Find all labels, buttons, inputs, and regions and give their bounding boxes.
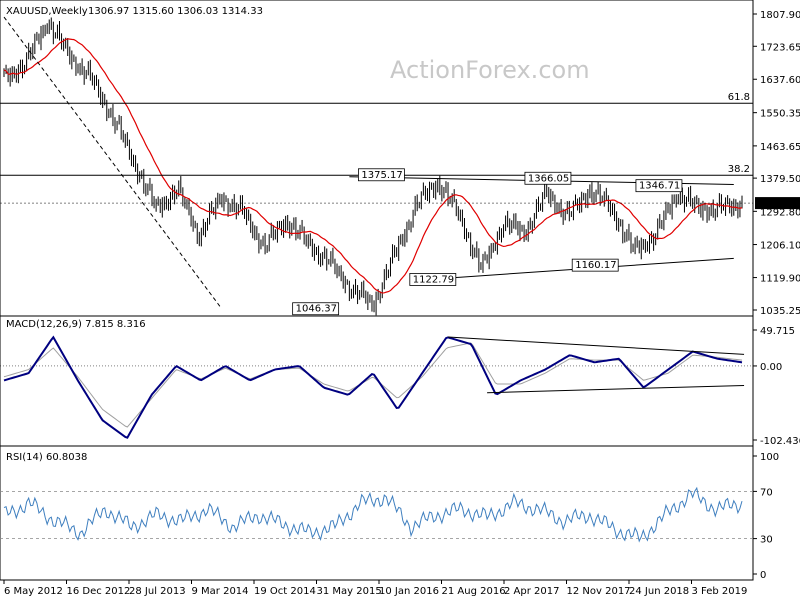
macd-title: MACD(12,26,9) 7.815 8.316 bbox=[6, 319, 146, 330]
price-axis-label: 1463.65 bbox=[760, 142, 800, 153]
rsi-axis-label: 0 bbox=[760, 570, 766, 581]
fib-level-label: 61.8 bbox=[728, 92, 750, 103]
sma-line bbox=[3, 38, 743, 294]
ohlc-label: 1306.97 1315.60 1306.03 1314.33 bbox=[88, 6, 263, 17]
downtrend-dashed-line bbox=[3, 16, 221, 307]
x-axis-label: 2 Apr 2017 bbox=[504, 586, 559, 597]
annotation-label: 1122.79 bbox=[413, 274, 454, 285]
current-price-tag-label: 1314.33 bbox=[758, 199, 799, 210]
macd-lower-trendline bbox=[487, 384, 745, 394]
x-axis-label: 6 May 2012 bbox=[4, 586, 63, 597]
rsi-axis-label: 30 bbox=[760, 535, 773, 546]
price-axis-label: 1807.90 bbox=[760, 10, 800, 21]
x-axis-label: 16 Dec 2012 bbox=[67, 586, 131, 597]
annotation-label: 1160.17 bbox=[575, 260, 616, 271]
price-axis-label: 1379.50 bbox=[760, 174, 800, 185]
price-axis-label: 1035.25 bbox=[760, 306, 800, 317]
price-axis-label: 1637.60 bbox=[760, 75, 800, 86]
fib-level-label: 38.2 bbox=[728, 164, 750, 175]
macd-upper-trendline bbox=[448, 336, 745, 355]
rsi-panel-frame bbox=[0, 445, 754, 581]
macd-series-layer bbox=[0, 335, 753, 439]
annotation-label: 1366.05 bbox=[528, 173, 569, 184]
x-axis-label: 31 May 2015 bbox=[317, 586, 382, 597]
annotation-box bbox=[409, 273, 457, 286]
annotation-box bbox=[635, 179, 683, 193]
current-price-tag bbox=[755, 197, 800, 210]
rsi-series-layer bbox=[0, 486, 753, 543]
rsi-title: RSI(14) 60.8038 bbox=[6, 452, 87, 463]
macd-axis-label: -102.436 bbox=[760, 436, 800, 447]
macd-line bbox=[3, 335, 743, 439]
rsi-axis-label: 70 bbox=[760, 487, 773, 498]
annotation-label: 1375.17 bbox=[361, 170, 402, 181]
macd-panel-frame bbox=[0, 315, 754, 447]
rsi-line bbox=[3, 486, 743, 543]
x-axis-label: 3 Feb 2019 bbox=[692, 586, 748, 597]
macd-axis-label: 49.715 bbox=[760, 326, 795, 337]
x-axis-label: 19 Oct 2014 bbox=[254, 586, 316, 597]
price-axis-label: 1119.90 bbox=[760, 274, 800, 285]
x-axis-label: 12 Nov 2017 bbox=[567, 586, 631, 597]
axis-layer: 1807.90 1723.65 1637.60 1550.35 1463.65 1379.… bbox=[3, 10, 800, 597]
annotation-label: 1046.37 bbox=[296, 304, 337, 315]
price-axis-label: 1206.10 bbox=[760, 241, 800, 252]
price-axis-label: 1292.80 bbox=[760, 207, 800, 218]
price-axis-label: 1550.35 bbox=[760, 109, 800, 120]
x-axis-label: 10 Jan 2016 bbox=[379, 586, 439, 597]
x-axis-label: 9 Mar 2014 bbox=[192, 586, 249, 597]
price-panel-frame bbox=[0, 0, 754, 317]
rsi-axis-label: 100 bbox=[760, 452, 779, 463]
price-series-layer: 61.8 38.2 1375.17 1366.05 1346.71 1046.37 1122… bbox=[0, 16, 753, 316]
signal-line bbox=[3, 342, 743, 428]
annotation-box bbox=[571, 258, 619, 272]
macd-axis-label: 0.00 bbox=[760, 362, 782, 373]
symbol-label: XAUUSD,Weekly bbox=[6, 6, 88, 17]
annotation-box bbox=[292, 302, 340, 316]
annotation-box bbox=[524, 171, 572, 185]
annotation-box bbox=[358, 168, 405, 182]
x-axis-label: 28 Jul 2013 bbox=[129, 586, 186, 597]
watermark: ActionForex.com bbox=[390, 56, 590, 84]
price-axis-label: 1723.65 bbox=[760, 42, 800, 53]
x-axis-label: 24 Jun 2018 bbox=[629, 586, 689, 597]
annotation-label: 1346.71 bbox=[639, 181, 680, 192]
x-axis-label: 21 Aug 2016 bbox=[442, 586, 506, 597]
